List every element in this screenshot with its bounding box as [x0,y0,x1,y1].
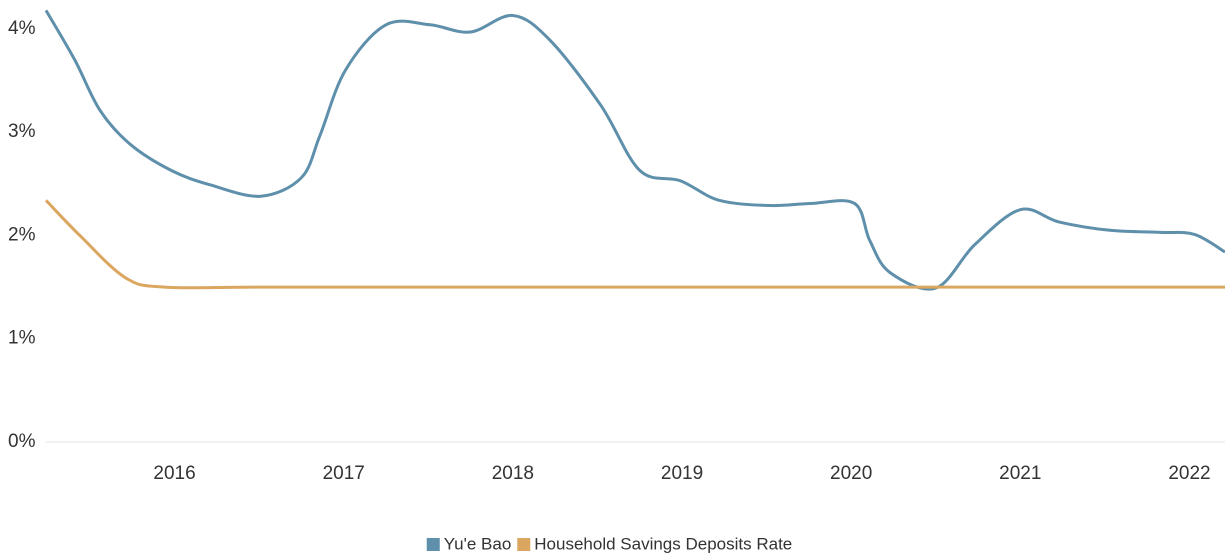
legend-label: Household Savings Deposits Rate [534,534,792,553]
x-tick-label: 2016 [153,463,195,484]
line [44,199,1225,290]
y-tick-label: 1% [8,328,36,349]
legend-swatch [426,538,440,551]
legend-swatch [517,538,531,551]
x-tick-label: 2018 [492,463,534,484]
legend: Yu'e Bao Household Savings Deposits Rate [426,534,792,553]
line [44,9,1225,291]
legend-label: Yu'e Bao [444,534,512,553]
x-tick-label: 2019 [661,463,703,484]
y-tick-label: 2% [8,224,36,245]
x-tick-label: 2017 [323,463,365,484]
y-tick-label: 3% [8,121,36,142]
x-tick-label: 2022 [1168,463,1210,484]
y-tick-label: 0% [8,431,36,452]
x-tick-label: 2020 [830,463,872,484]
x-tick-label: 2021 [999,463,1041,484]
y-tick-label: 4% [8,18,36,39]
